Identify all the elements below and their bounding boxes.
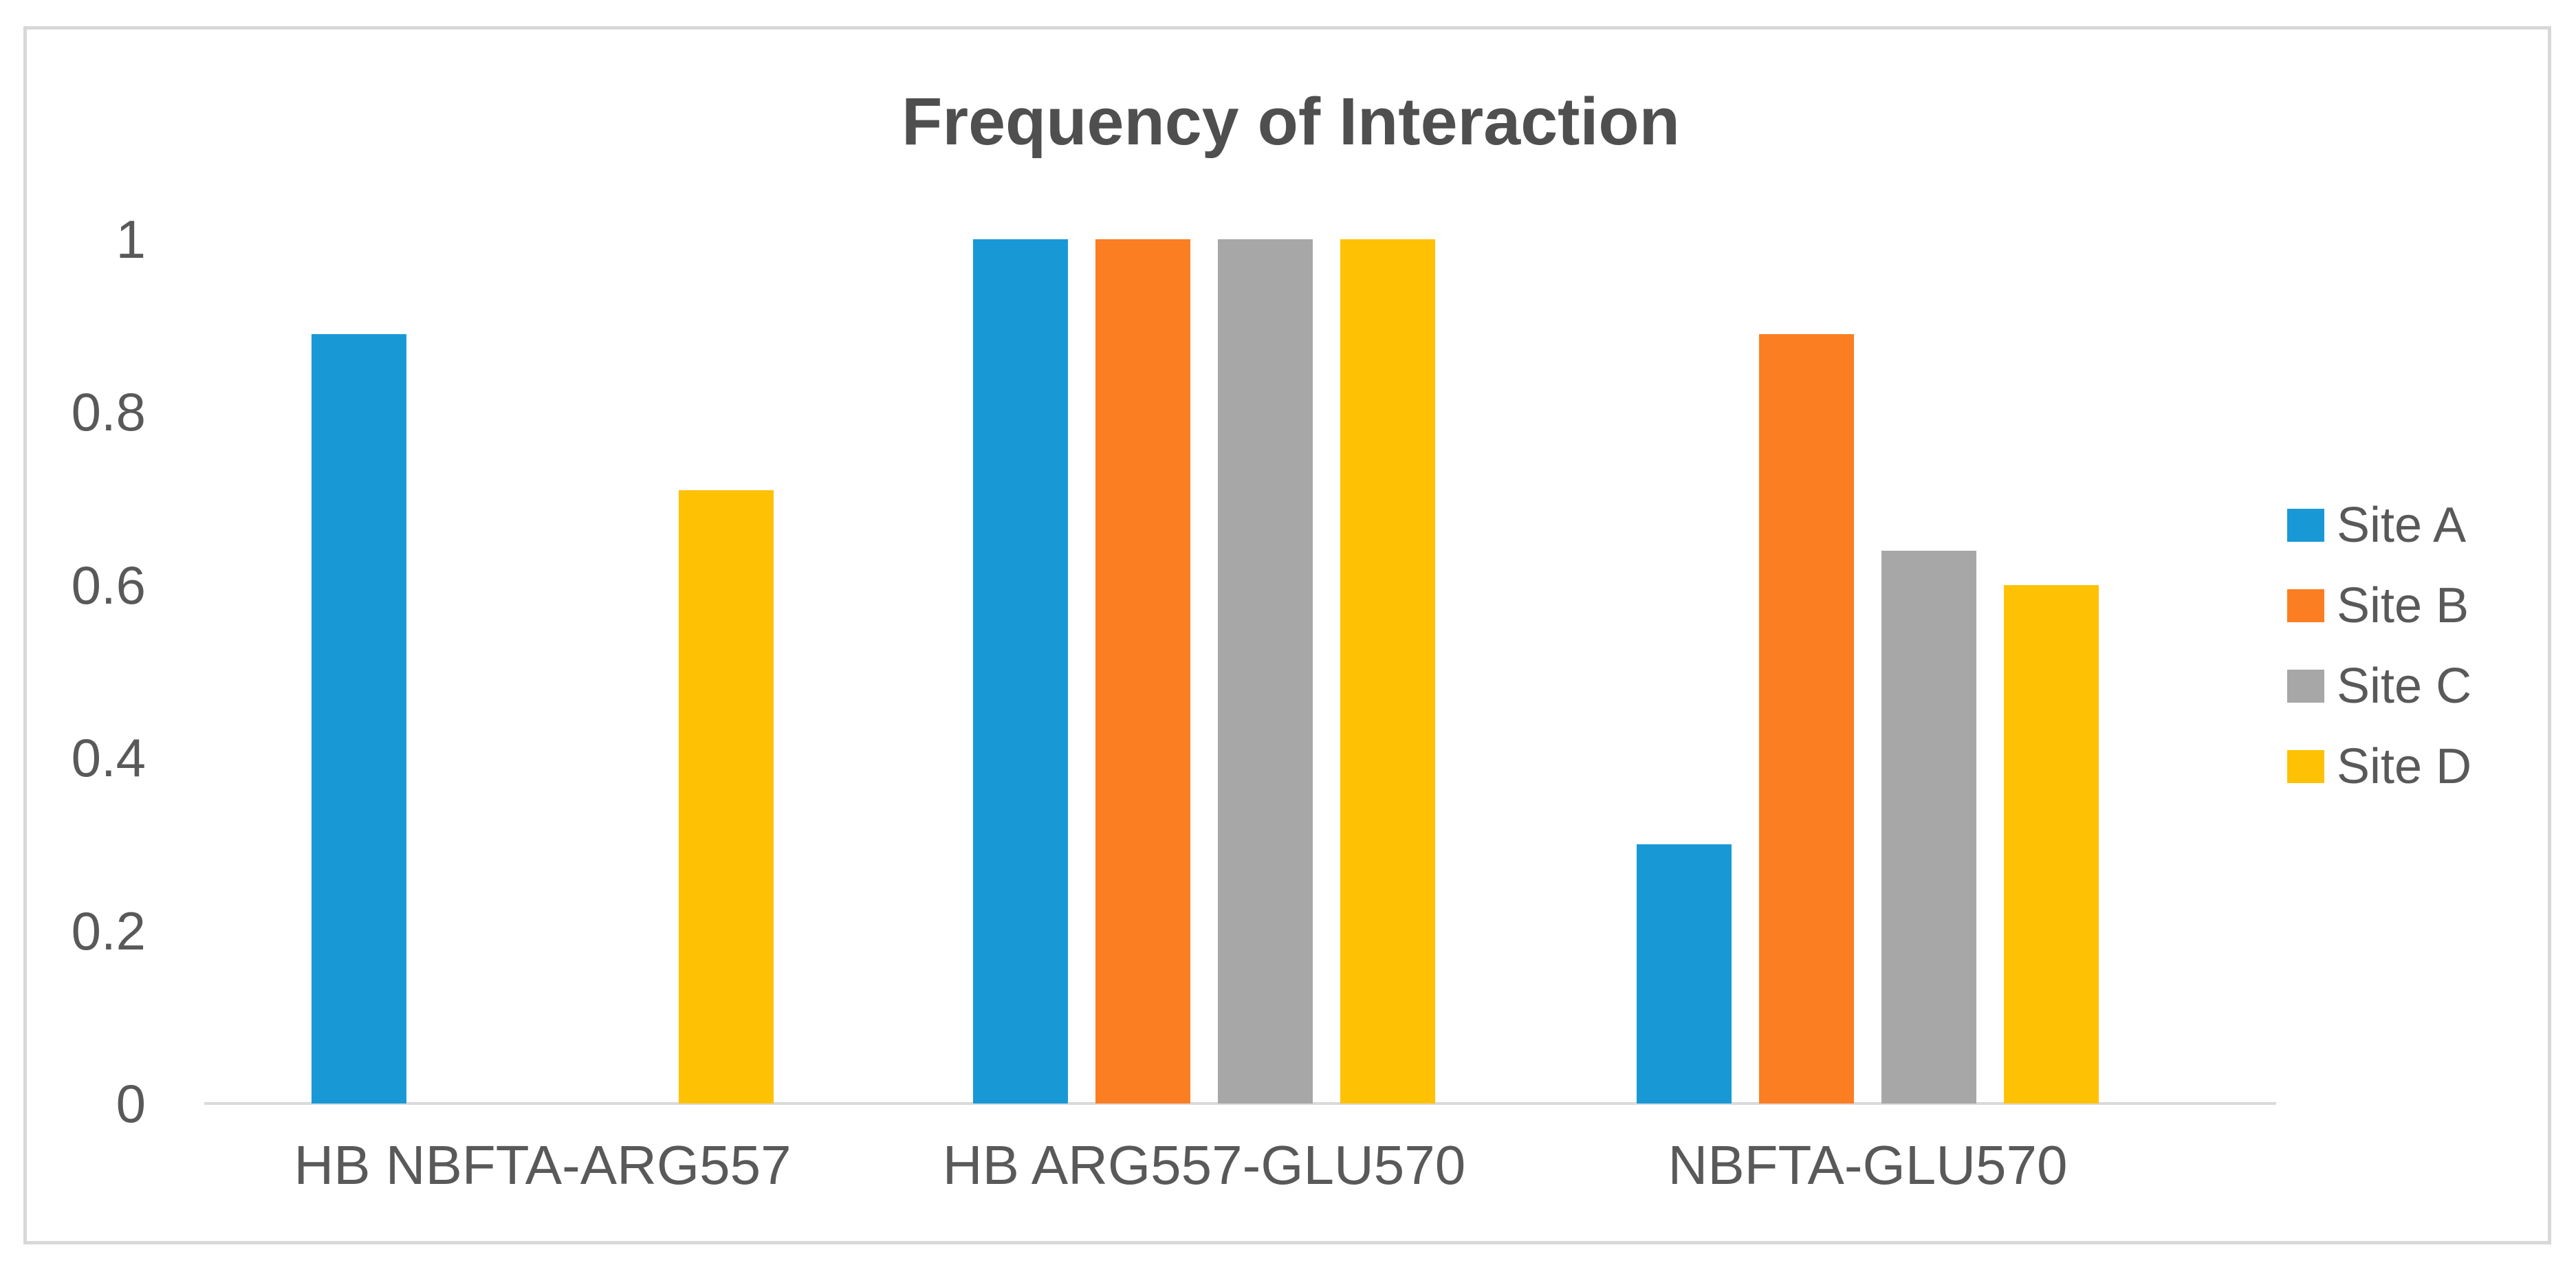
x-category-label-hb-nbfta-arg557: HB NBFTA-ARG557 [294,1134,792,1196]
bar-site-b-nbfta-glu570 [1759,334,1854,1103]
legend-label-site-d: Site D [2337,739,2472,794]
y-tick-label-1: 1 [116,209,146,270]
y-tick-label-0: 0 [116,1073,146,1134]
x-category-label-nbfta-glu570: NBFTA-GLU570 [1668,1134,2068,1196]
y-tick-label-0-2: 0.2 [71,900,146,961]
chart-title: Frequency of Interaction [902,84,1680,159]
legend-label-site-b: Site B [2337,578,2469,633]
bar-site-d-nbfta-glu570 [2004,584,2099,1103]
bar-site-a-hb-nbfta-arg557 [312,334,406,1103]
y-tick-label-0-4: 0.4 [71,727,146,789]
bar-site-d-hb-arg557-glu570 [1340,239,1435,1103]
bar-site-b-hb-arg557-glu570 [1095,239,1190,1103]
legend-swatch-site-c [2287,670,2324,703]
bar-site-a-nbfta-glu570 [1637,844,1732,1103]
bar-site-c-nbfta-glu570 [1881,550,1976,1103]
legend-swatch-site-a [2287,509,2324,542]
y-tick-label-0-6: 0.6 [71,554,146,615]
bar-site-d-hb-nbfta-arg557 [679,490,774,1103]
bar-site-c-hb-arg557-glu570 [1218,239,1313,1103]
x-axis-line [204,1102,2276,1105]
legend-swatch-site-b [2287,589,2324,622]
y-tick-label-0-8: 0.8 [71,382,146,443]
legend-label-site-c: Site C [2337,659,2472,714]
legend-swatch-site-d [2287,750,2324,783]
x-category-label-hb-arg557-glu570: HB ARG557-GLU570 [942,1134,1466,1196]
legend-label-site-a: Site A [2337,498,2467,553]
bar-site-a-hb-arg557-glu570 [973,239,1068,1103]
